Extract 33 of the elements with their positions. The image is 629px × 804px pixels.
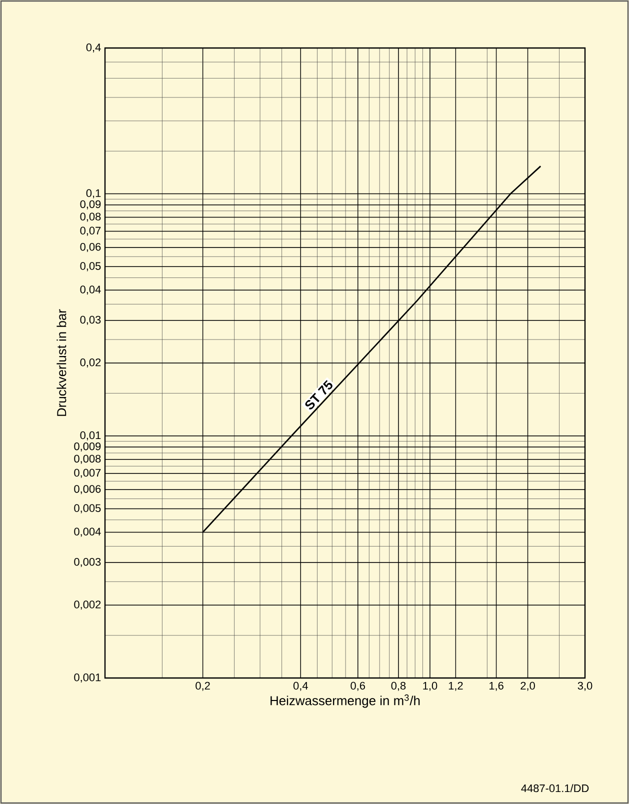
x-tick-label: 2,0: [520, 682, 535, 691]
y-tick-label: 0,004: [74, 528, 101, 537]
y-tick-label: 0,06: [80, 242, 101, 252]
y-tick-label: 0,1: [86, 189, 101, 198]
x-tick-label: 0,8: [391, 682, 406, 691]
x-tick-label: 1,6: [489, 682, 504, 691]
y-tick-label: 0,04: [80, 286, 101, 295]
y-tick-label: 0,007: [74, 468, 101, 478]
x-axis-title: Heizwassermenge in m$^{3}$/h: [270, 694, 420, 708]
y-tick-label: 0,003: [74, 558, 101, 568]
y-tick-label: 0,008: [74, 454, 101, 464]
y-tick-label: 0,009: [74, 442, 101, 452]
y-tick-label: 0,08: [80, 212, 101, 222]
y-tick-label: 0,005: [74, 504, 101, 514]
y-tick-label: 0,05: [80, 262, 101, 272]
y-tick-label: 0,01: [80, 431, 101, 440]
x-tick-label: 0,6: [350, 682, 365, 691]
y-tick-label: 0,07: [80, 226, 101, 236]
x-tick-label: 3,0: [578, 682, 592, 691]
x-tick-label: 0,2: [196, 682, 210, 691]
text: ST 75: [305, 380, 332, 410]
y-tick-label: 0,09: [80, 200, 101, 210]
x-tick-label: 1,0: [423, 682, 438, 691]
y-tick-label: 0,03: [80, 316, 101, 325]
x-tick-label: 1,2: [448, 682, 463, 691]
y-axis-title: Druckverlust in bar: [56, 309, 66, 416]
y-tick-label: 0,002: [74, 600, 101, 610]
y-tick-label: 0,02: [80, 358, 101, 368]
y-tick-label: 0,006: [74, 485, 101, 494]
y-tick-label: 0,4: [86, 43, 101, 53]
text: 4487-01.1/DD: [521, 784, 589, 792]
y-tick-label: 0,001: [74, 673, 101, 683]
x-tick-label: 0,4: [293, 682, 308, 691]
